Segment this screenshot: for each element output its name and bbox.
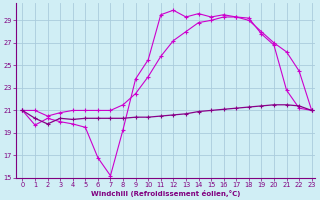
- X-axis label: Windchill (Refroidissement éolien,°C): Windchill (Refroidissement éolien,°C): [91, 190, 241, 197]
